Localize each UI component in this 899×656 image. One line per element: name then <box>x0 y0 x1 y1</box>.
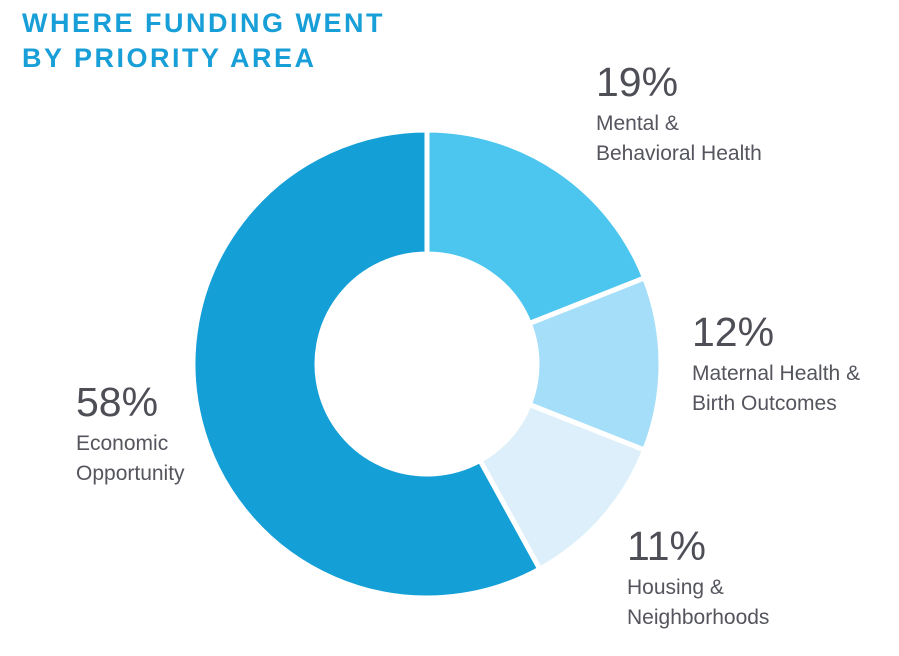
slice-name-line2: Birth Outcomes <box>692 392 837 415</box>
slice-percent: 58% <box>76 379 159 425</box>
donut-slice-mental-behavioral-health <box>424 127 648 327</box>
slice-name: Housing & Neighborhoods <box>627 573 769 633</box>
slice-percent: 11% <box>627 523 707 569</box>
slice-label-maternal-health-birth-outcomes: 12% Maternal Health & Birth Outcomes <box>692 312 860 419</box>
page-title: WHERE FUNDING WENT BY PRIORITY AREA <box>22 6 385 76</box>
page-title-line1: WHERE FUNDING WENT <box>22 8 385 38</box>
page-title-line2: BY PRIORITY AREA <box>22 43 317 73</box>
slice-name-line1: Housing & <box>627 576 724 599</box>
slice-label-housing-neighborhoods: 11% Housing & Neighborhoods <box>627 526 769 633</box>
slice-name-line1: Mental & <box>596 112 679 135</box>
slice-name-line1: Economic <box>76 432 169 455</box>
slice-name-line1: Maternal Health & <box>692 362 861 385</box>
slice-name-line2: Behavioral Health <box>596 142 762 165</box>
slice-name-line2: Neighborhoods <box>627 606 770 629</box>
slice-percent: 19% <box>596 59 679 105</box>
slice-percent: 12% <box>692 309 775 355</box>
slice-name: Economic Opportunity <box>76 429 185 489</box>
slice-name: Mental & Behavioral Health <box>596 109 762 169</box>
slice-name-line2: Opportunity <box>76 462 185 485</box>
slice-label-economic-opportunity: 58% Economic Opportunity <box>76 382 185 489</box>
slice-label-mental-behavioral-health: 19% Mental & Behavioral Health <box>596 62 762 169</box>
donut-slice-economic-opportunity <box>190 127 544 601</box>
slice-name: Maternal Health & Birth Outcomes <box>692 359 860 419</box>
